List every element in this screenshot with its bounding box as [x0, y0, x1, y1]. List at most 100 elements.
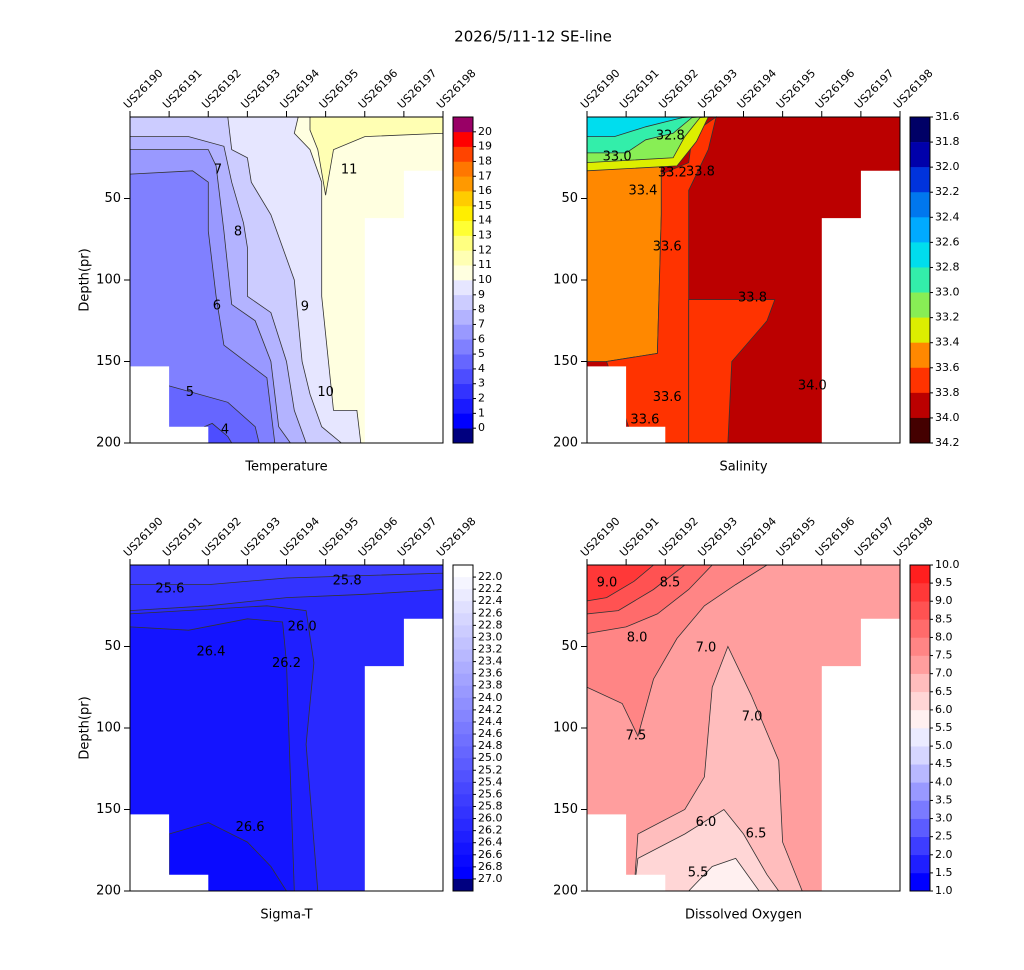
colorbar-box — [453, 565, 473, 578]
contour-label: 8.0 — [627, 631, 648, 646]
colorbar-box — [453, 661, 473, 674]
colorbar-tick-label: 24.0 — [478, 691, 503, 704]
colorbar-box — [910, 673, 930, 693]
colorbar-tick-label: 23.4 — [478, 655, 503, 668]
colorbar-box — [910, 292, 930, 318]
colorbar-box — [453, 673, 473, 687]
colorbar-box — [453, 613, 473, 626]
colorbar-tick-label: 19 — [478, 140, 492, 153]
colorbar-box — [910, 782, 930, 801]
contour-label: 9 — [301, 300, 309, 315]
colorbar-tick-label: 33.4 — [935, 336, 960, 349]
colorbar-box — [910, 267, 930, 293]
colorbar-tick-label: 33.0 — [935, 286, 960, 299]
colorbar-box — [453, 758, 473, 771]
contour-label: 26.4 — [197, 645, 226, 660]
contour-label: 32.8 — [656, 129, 685, 144]
colorbar-tick-label: 13 — [478, 229, 492, 242]
contour-label: 25.8 — [333, 573, 362, 588]
contour-label: 26.2 — [272, 656, 301, 671]
colorbar-tick-label: 1 — [478, 406, 485, 419]
contour-label: 9.0 — [597, 575, 618, 590]
colorbar-box — [453, 818, 473, 831]
colorbar-box — [910, 342, 930, 369]
contour-label: 33.4 — [628, 184, 657, 199]
colorbar-tick-label: 14 — [478, 214, 492, 227]
y-tick-label: 100 — [96, 721, 121, 736]
colorbar-box — [453, 398, 473, 414]
colorbar-tick-label: 9 — [478, 288, 485, 301]
colorbar-box — [910, 619, 930, 638]
colorbar-tick-label: 16 — [478, 184, 492, 197]
colorbar-tick-label: 15 — [478, 199, 492, 212]
colorbar-tick-label: 26.2 — [478, 824, 503, 837]
colorbar-box — [453, 685, 473, 699]
colorbar-tick-label: 12 — [478, 243, 492, 256]
colorbar-box — [910, 417, 930, 444]
contour-label: 10 — [317, 385, 334, 400]
colorbar-box — [910, 392, 930, 419]
no-data — [130, 814, 209, 891]
colorbar-box — [910, 836, 930, 856]
colorbar-tick-label: 24.4 — [478, 715, 503, 728]
y-tick-label: 200 — [553, 436, 578, 451]
colorbar-box — [910, 601, 930, 620]
colorbar-tick-label: 5.0 — [935, 739, 953, 752]
contour-label: 8.5 — [660, 575, 681, 590]
colorbar-tick-label: 26.4 — [478, 836, 503, 849]
colorbar-tick-label: 22.2 — [478, 582, 503, 595]
colorbar-box — [453, 842, 473, 856]
x-axis-label: Dissolved Oxygen — [685, 908, 802, 923]
colorbar-tick-label: 27.0 — [478, 872, 503, 885]
colorbar-box — [453, 117, 473, 133]
contour-label: 7.0 — [742, 710, 763, 725]
colorbar-tick-label: 22.6 — [478, 606, 503, 619]
colorbar-tick-label: 10 — [478, 273, 492, 286]
colorbar-box — [453, 782, 473, 795]
no-data — [587, 366, 666, 443]
y-tick-label: 150 — [553, 354, 578, 369]
colorbar-frame — [909, 116, 931, 444]
colorbar-box — [453, 589, 473, 602]
colorbar-box — [910, 117, 930, 143]
y-tick-label: 150 — [96, 354, 121, 369]
colorbar-box — [910, 818, 930, 837]
colorbar-tick-label: 32.4 — [935, 210, 960, 223]
colorbar-box — [910, 746, 930, 765]
colorbar-tick-label: 2.0 — [935, 848, 953, 861]
colorbar-tick-label: 7.5 — [935, 649, 953, 662]
y-tick-label: 150 — [553, 802, 578, 817]
colorbar-tick-label: 5 — [478, 347, 485, 360]
colorbar-box — [453, 413, 473, 429]
colorbar-tick-label: 22.0 — [478, 570, 503, 583]
colorbar-box — [910, 565, 930, 584]
colorbar-tick-label: 25.2 — [478, 763, 503, 776]
colorbar-tick-label: 17 — [478, 169, 492, 182]
colorbar-tick-label: 26.6 — [478, 848, 503, 861]
no-data — [587, 814, 666, 891]
colorbar-tick-label: 2 — [478, 392, 485, 405]
colorbar-box — [453, 734, 473, 747]
colorbar-tick-label: 7 — [478, 317, 485, 330]
y-tick-label: 100 — [553, 273, 578, 288]
y-tick-label: 50 — [104, 639, 121, 654]
colorbar-box — [453, 205, 473, 222]
colorbar-tick-label: 8.5 — [935, 612, 953, 625]
y-axis-label: Depth(pr) — [78, 248, 93, 311]
contour-label: 4 — [221, 422, 229, 437]
colorbar-tick-label: 32.6 — [935, 235, 960, 248]
colorbar-box — [453, 146, 473, 162]
colorbar-tick-label: 24.8 — [478, 739, 503, 752]
colorbar-tick-label: 31.8 — [935, 135, 960, 148]
colorbar-tick-label: 31.6 — [935, 110, 960, 123]
colorbar-box — [453, 878, 473, 892]
no-data — [364, 170, 443, 444]
colorbar-tick-label: 8 — [478, 303, 485, 316]
colorbar-box — [453, 746, 473, 759]
colorbar-box — [453, 265, 473, 281]
colorbar-tick-label: 10.0 — [935, 558, 960, 571]
colorbar-box — [910, 728, 930, 747]
colorbar-box — [453, 721, 473, 735]
no-data — [821, 170, 900, 444]
